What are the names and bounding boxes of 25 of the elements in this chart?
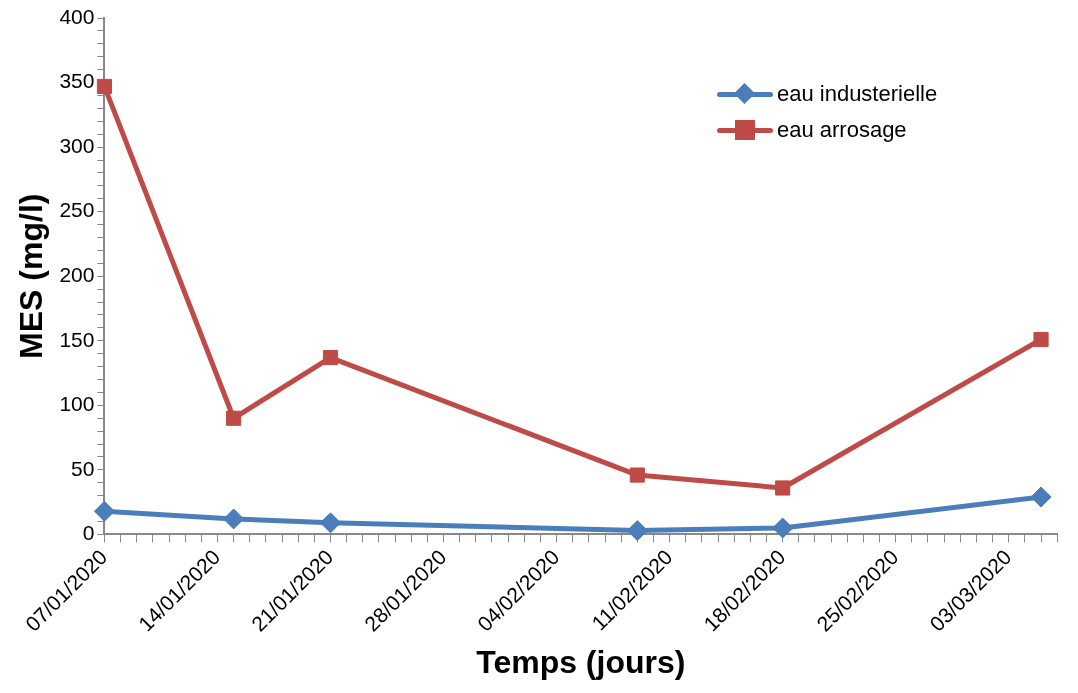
y-tick-label: 400 <box>59 4 95 28</box>
point <box>1030 486 1052 508</box>
point <box>226 410 242 426</box>
point <box>1033 331 1049 348</box>
y-tick-label: 250 <box>59 198 95 222</box>
point <box>772 517 794 539</box>
y-tick-label: 300 <box>59 133 95 157</box>
y-tick-label: 200 <box>59 263 95 287</box>
point <box>626 520 648 542</box>
y-tick-label: 0 <box>82 521 95 545</box>
point <box>775 480 791 496</box>
y-tick-label: 50 <box>71 456 95 480</box>
point <box>223 508 245 530</box>
legend-label: eau arrosage <box>776 117 907 143</box>
point <box>629 467 645 483</box>
x-axis-title: Temps (jours) <box>476 643 686 680</box>
point <box>320 512 342 534</box>
y-axis-title: MES (mg/l) <box>13 193 50 359</box>
point <box>322 350 339 366</box>
y-tick-label: 150 <box>59 327 95 351</box>
legend-label: eau industerielle <box>776 81 938 107</box>
y-tick-label: 350 <box>59 69 95 93</box>
point <box>96 78 113 94</box>
y-tick-label: 100 <box>59 392 95 416</box>
point <box>93 500 115 522</box>
